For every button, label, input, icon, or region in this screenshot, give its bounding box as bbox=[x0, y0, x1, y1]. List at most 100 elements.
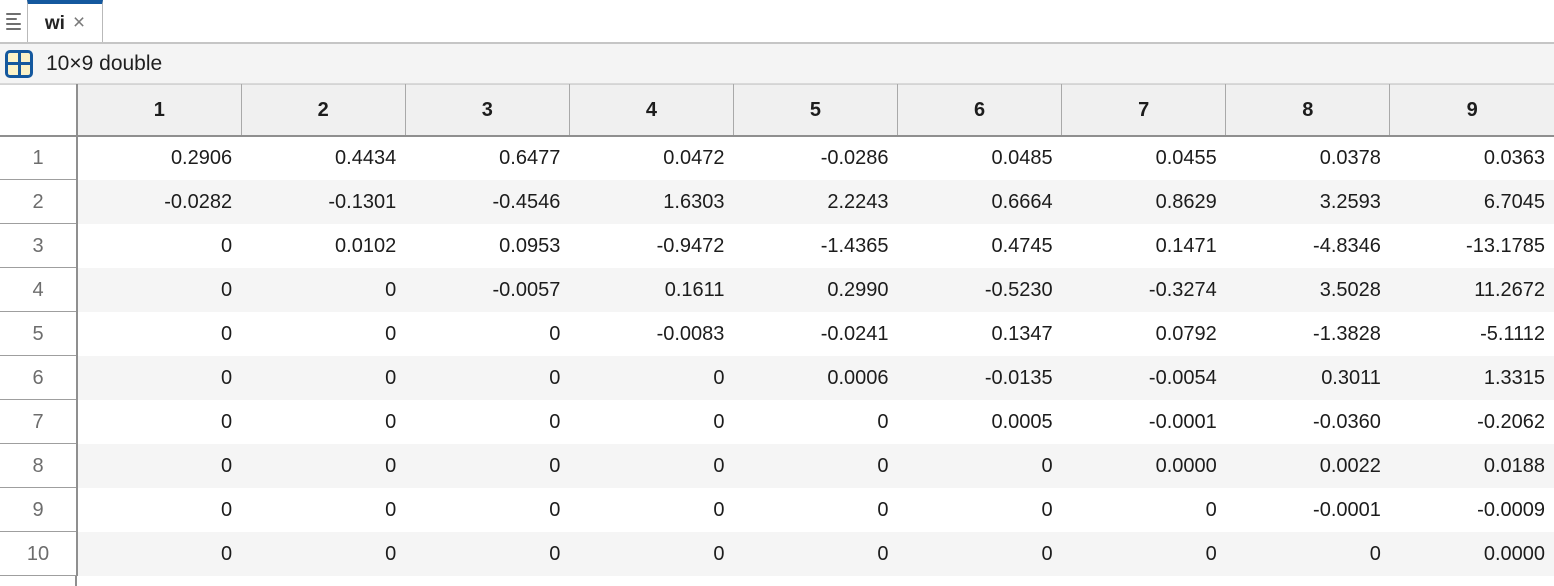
cell-r5-c1[interactable]: 0 bbox=[77, 311, 242, 356]
cell-r7-c3[interactable]: 0 bbox=[405, 399, 570, 444]
cell-r8-c7[interactable]: 0.0000 bbox=[1061, 443, 1226, 488]
cell-r6-c8[interactable]: 0.3011 bbox=[1225, 355, 1390, 400]
cell-r6-c7[interactable]: -0.0054 bbox=[1061, 355, 1226, 400]
cell-r4-c8[interactable]: 3.5028 bbox=[1225, 267, 1390, 312]
cell-r7-c7[interactable]: -0.0001 bbox=[1061, 399, 1226, 444]
cell-r10-c5[interactable]: 0 bbox=[733, 531, 898, 576]
cell-r3-c2[interactable]: 0.0102 bbox=[241, 223, 406, 268]
row-header-3[interactable]: 3 bbox=[0, 223, 78, 268]
row-header-9[interactable]: 9 bbox=[0, 487, 78, 532]
row-header-8[interactable]: 8 bbox=[0, 443, 78, 488]
cell-r4-c6[interactable]: -0.5230 bbox=[897, 267, 1062, 312]
cell-r7-c2[interactable]: 0 bbox=[241, 399, 406, 444]
cell-r10-c8[interactable]: 0 bbox=[1225, 531, 1390, 576]
cell-r5-c7[interactable]: 0.0792 bbox=[1061, 311, 1226, 356]
cell-r6-c3[interactable]: 0 bbox=[405, 355, 570, 400]
cell-r4-c5[interactable]: 0.2990 bbox=[733, 267, 898, 312]
column-header-9[interactable]: 9 bbox=[1389, 84, 1554, 137]
cell-r9-c7[interactable]: 0 bbox=[1061, 487, 1226, 532]
cell-r10-c1[interactable]: 0 bbox=[77, 531, 242, 576]
cell-r4-c1[interactable]: 0 bbox=[77, 267, 242, 312]
cell-r5-c9[interactable]: -5.1112 bbox=[1389, 311, 1554, 356]
cell-r9-c8[interactable]: -0.0001 bbox=[1225, 487, 1390, 532]
cell-r2-c3[interactable]: -0.4546 bbox=[405, 179, 570, 224]
cell-r9-c4[interactable]: 0 bbox=[569, 487, 734, 532]
cell-r8-c5[interactable]: 0 bbox=[733, 443, 898, 488]
cell-r1-c9[interactable]: 0.0363 bbox=[1389, 135, 1554, 180]
cell-r2-c9[interactable]: 6.7045 bbox=[1389, 179, 1554, 224]
cell-r8-c3[interactable]: 0 bbox=[405, 443, 570, 488]
cell-r6-c9[interactable]: 1.3315 bbox=[1389, 355, 1554, 400]
row-header-4[interactable]: 4 bbox=[0, 267, 78, 312]
cell-r2-c2[interactable]: -0.1301 bbox=[241, 179, 406, 224]
cell-r5-c5[interactable]: -0.0241 bbox=[733, 311, 898, 356]
cell-r9-c5[interactable]: 0 bbox=[733, 487, 898, 532]
column-header-1[interactable]: 1 bbox=[77, 84, 242, 137]
cell-r4-c2[interactable]: 0 bbox=[241, 267, 406, 312]
cell-r3-c1[interactable]: 0 bbox=[77, 223, 242, 268]
cell-r1-c5[interactable]: -0.0286 bbox=[733, 135, 898, 180]
cell-r3-c9[interactable]: -13.1785 bbox=[1389, 223, 1554, 268]
cell-r2-c5[interactable]: 2.2243 bbox=[733, 179, 898, 224]
cell-r10-c2[interactable]: 0 bbox=[241, 531, 406, 576]
cell-r10-c4[interactable]: 0 bbox=[569, 531, 734, 576]
cell-r1-c1[interactable]: 0.2906 bbox=[77, 135, 242, 180]
cell-r6-c1[interactable]: 0 bbox=[77, 355, 242, 400]
row-header-10[interactable]: 10 bbox=[0, 531, 78, 576]
tab-variable-wi[interactable]: wi × bbox=[27, 0, 103, 42]
cell-r10-c7[interactable]: 0 bbox=[1061, 531, 1226, 576]
cell-r9-c9[interactable]: -0.0009 bbox=[1389, 487, 1554, 532]
cell-r8-c8[interactable]: 0.0022 bbox=[1225, 443, 1390, 488]
cell-r9-c6[interactable]: 0 bbox=[897, 487, 1062, 532]
column-header-5[interactable]: 5 bbox=[733, 84, 899, 137]
column-header-4[interactable]: 4 bbox=[569, 84, 734, 137]
cell-r9-c2[interactable]: 0 bbox=[241, 487, 406, 532]
column-header-3[interactable]: 3 bbox=[405, 84, 570, 137]
cell-r10-c3[interactable]: 0 bbox=[405, 531, 570, 576]
cell-r3-c6[interactable]: 0.4745 bbox=[897, 223, 1062, 268]
cell-r5-c4[interactable]: -0.0083 bbox=[569, 311, 734, 356]
cell-r2-c6[interactable]: 0.6664 bbox=[897, 179, 1062, 224]
column-header-2[interactable]: 2 bbox=[241, 84, 406, 137]
cell-r4-c9[interactable]: 11.2672 bbox=[1389, 267, 1554, 312]
cell-r2-c1[interactable]: -0.0282 bbox=[77, 179, 242, 224]
cell-r8-c2[interactable]: 0 bbox=[241, 443, 406, 488]
cell-r5-c2[interactable]: 0 bbox=[241, 311, 406, 356]
cell-r7-c1[interactable]: 0 bbox=[77, 399, 242, 444]
column-header-6[interactable]: 6 bbox=[897, 84, 1063, 137]
cell-r3-c8[interactable]: -4.8346 bbox=[1225, 223, 1390, 268]
cell-r10-c9[interactable]: 0.0000 bbox=[1389, 531, 1554, 576]
row-header-7[interactable]: 7 bbox=[0, 399, 78, 444]
cell-r9-c1[interactable]: 0 bbox=[77, 487, 242, 532]
cell-r3-c5[interactable]: -1.4365 bbox=[733, 223, 898, 268]
cell-r9-c3[interactable]: 0 bbox=[405, 487, 570, 532]
cell-r7-c5[interactable]: 0 bbox=[733, 399, 898, 444]
cell-r4-c3[interactable]: -0.0057 bbox=[405, 267, 570, 312]
cell-r2-c8[interactable]: 3.2593 bbox=[1225, 179, 1390, 224]
cell-r1-c2[interactable]: 0.4434 bbox=[241, 135, 406, 180]
cell-r8-c1[interactable]: 0 bbox=[77, 443, 242, 488]
cell-r8-c4[interactable]: 0 bbox=[569, 443, 734, 488]
cell-r6-c2[interactable]: 0 bbox=[241, 355, 406, 400]
cell-r5-c3[interactable]: 0 bbox=[405, 311, 570, 356]
cell-r2-c4[interactable]: 1.6303 bbox=[569, 179, 734, 224]
cell-r1-c8[interactable]: 0.0378 bbox=[1225, 135, 1390, 180]
cell-r1-c4[interactable]: 0.0472 bbox=[569, 135, 734, 180]
cell-r7-c6[interactable]: 0.0005 bbox=[897, 399, 1062, 444]
cell-r1-c7[interactable]: 0.0455 bbox=[1061, 135, 1226, 180]
cell-r6-c6[interactable]: -0.0135 bbox=[897, 355, 1062, 400]
cell-r3-c4[interactable]: -0.9472 bbox=[569, 223, 734, 268]
cell-r8-c6[interactable]: 0 bbox=[897, 443, 1062, 488]
cell-r4-c4[interactable]: 0.1611 bbox=[569, 267, 734, 312]
cell-r7-c4[interactable]: 0 bbox=[569, 399, 734, 444]
row-header-2[interactable]: 2 bbox=[0, 179, 78, 224]
cell-r5-c6[interactable]: 0.1347 bbox=[897, 311, 1062, 356]
cell-r7-c9[interactable]: -0.2062 bbox=[1389, 399, 1554, 444]
column-header-8[interactable]: 8 bbox=[1225, 84, 1391, 137]
row-header-6[interactable]: 6 bbox=[0, 355, 78, 400]
close-tab-icon[interactable]: × bbox=[72, 10, 86, 34]
cell-r10-c6[interactable]: 0 bbox=[897, 531, 1062, 576]
tab-list-menu-icon[interactable] bbox=[6, 12, 21, 30]
cell-r6-c5[interactable]: 0.0006 bbox=[733, 355, 898, 400]
row-header-5[interactable]: 5 bbox=[0, 311, 78, 356]
